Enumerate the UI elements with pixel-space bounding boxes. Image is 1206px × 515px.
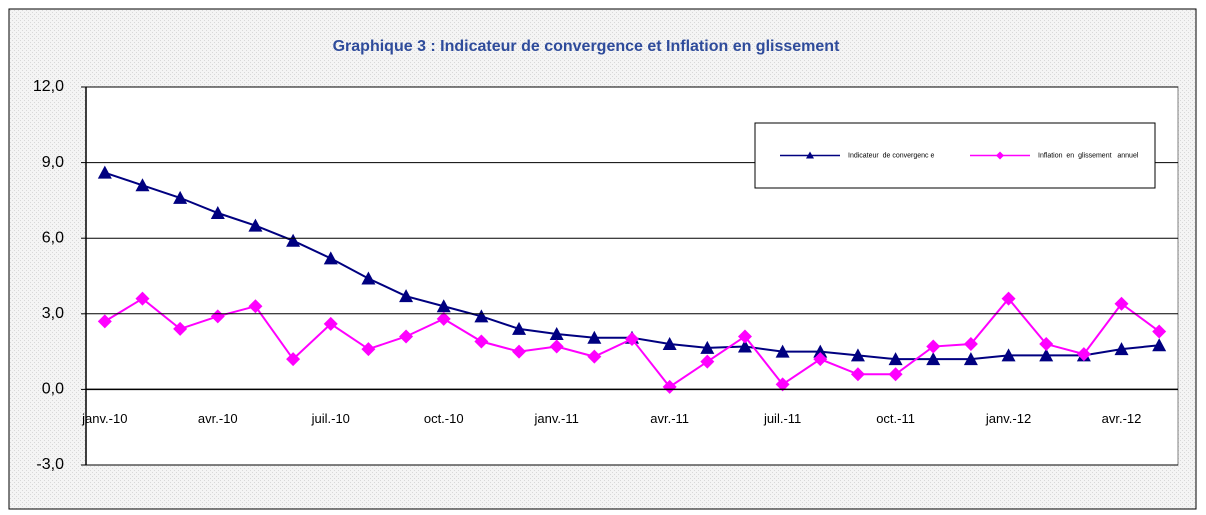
point-marker [210,309,225,324]
point-marker [963,352,978,366]
point-marker [436,299,451,313]
point-marker [888,367,903,382]
x-tick-label: janv.-10 [81,411,127,426]
point-marker [700,354,715,369]
point-marker [248,299,263,314]
point-marker [512,344,527,359]
y-tick-label: 9,0 [42,154,64,171]
x-tick-label: janv.-12 [985,411,1031,426]
point-marker [286,352,301,367]
point-marker [662,379,677,394]
point-marker [323,316,338,331]
point-marker [361,342,376,357]
x-tick-label: avr.-11 [650,411,689,426]
point-marker [549,326,564,340]
point-marker [399,289,414,303]
legend-marker [806,151,814,159]
point-marker [813,352,828,367]
x-tick-label: janv.-11 [534,411,579,426]
point-marker [1114,342,1129,356]
x-tick-label: avr.-10 [198,411,238,426]
point-marker [1001,291,1016,306]
point-marker [361,271,376,285]
x-tick-label: oct.-10 [424,411,464,426]
point-marker [888,352,903,366]
y-tick-label: 6,0 [42,229,64,246]
point-marker [512,321,527,335]
point-marker [173,190,188,204]
point-marker [1152,338,1167,352]
point-marker [737,339,752,353]
legend-marker [996,151,1004,160]
point-marker [1114,296,1129,311]
point-marker [286,233,301,247]
point-marker [963,337,978,352]
point-marker [813,344,828,358]
plot [97,165,1167,394]
chart-title: Graphique 3 : Indicateur de convergence … [333,38,840,55]
y-tick-label: 0,0 [42,381,64,398]
point-marker [926,339,941,354]
point-marker [850,348,865,362]
point-marker [775,344,790,358]
y-tick-label: -3,0 [36,456,64,473]
point-marker [135,178,150,192]
point-marker [97,314,112,329]
point-marker [399,329,414,344]
point-marker [587,330,602,344]
point-marker [135,291,150,306]
y-tick-label: 3,0 [42,305,64,322]
legend-label: Indicateur de convergenc e [848,152,934,159]
x-tick-label: oct.-11 [876,411,915,426]
y-tick-label: 12,0 [33,78,64,95]
x-tick-label: avr.-12 [1102,411,1142,426]
point-marker [850,367,865,382]
point-marker [210,206,225,219]
point-marker [625,332,639,346]
point-marker [323,251,338,265]
point-marker [248,218,263,232]
point-marker [474,334,489,349]
point-marker [1039,348,1054,362]
point-marker [1039,337,1054,352]
point-marker [700,340,715,354]
point-marker [173,321,188,336]
point-marker [1152,324,1167,339]
point-marker [587,349,602,364]
point-marker [1076,347,1091,362]
point-marker [97,165,112,179]
point-marker [662,337,677,351]
point-marker [474,309,489,323]
point-marker [737,329,752,344]
point-marker [549,339,564,354]
point-marker [1001,348,1016,362]
point-marker [436,311,451,326]
point-marker [775,377,790,392]
legend-label: Inflation en glissement annuel [1038,152,1139,159]
point-marker [926,352,941,366]
x-tick-label: juil.-11 [763,411,801,426]
x-tick-label: juil.-10 [311,411,350,426]
